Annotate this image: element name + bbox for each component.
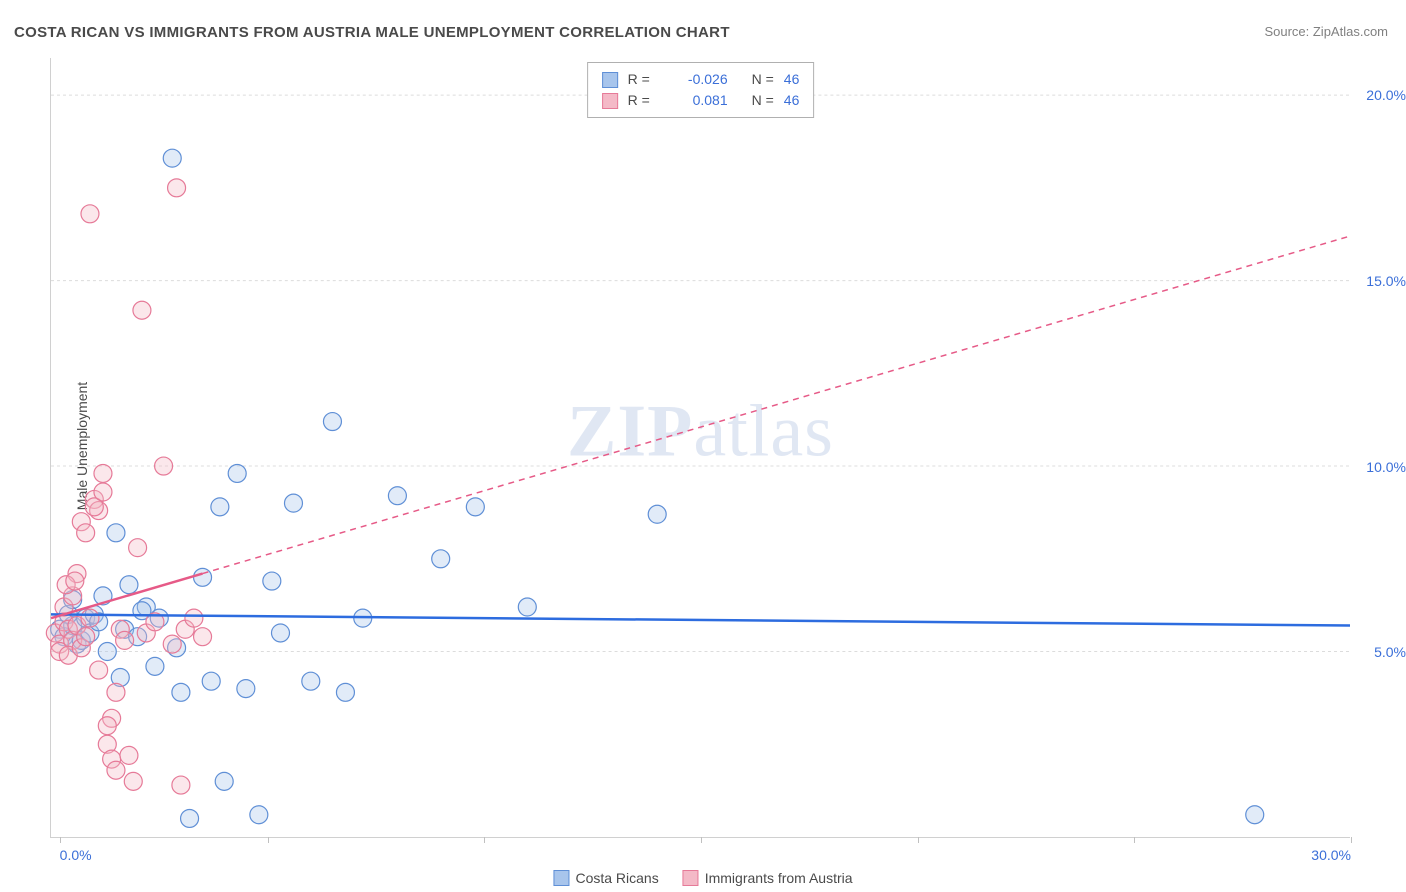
scatter-point [388, 487, 406, 505]
scatter-point [107, 683, 125, 701]
scatter-point [181, 809, 199, 827]
scatter-point [250, 806, 268, 824]
scatter-point [172, 683, 190, 701]
scatter-point [518, 598, 536, 616]
scatter-point [194, 628, 212, 646]
legend-label: Immigrants from Austria [705, 870, 853, 886]
r-label: R = [628, 69, 658, 90]
scatter-point [163, 635, 181, 653]
y-tick-label: 10.0% [1366, 459, 1406, 475]
x-tick-label: 0.0% [60, 847, 92, 863]
scatter-points [46, 149, 1263, 827]
scatter-point [155, 457, 173, 475]
x-tick-label: 30.0% [1311, 847, 1351, 863]
x-tick-mark [918, 837, 919, 843]
scatter-point [323, 413, 341, 431]
scatter-point [81, 205, 99, 223]
chart-title: COSTA RICAN VS IMMIGRANTS FROM AUSTRIA M… [14, 24, 730, 41]
scatter-point [66, 572, 84, 590]
legend-row: R = -0.026 N = 46 [602, 69, 800, 90]
scatter-point [116, 631, 134, 649]
chart-container: COSTA RICAN VS IMMIGRANTS FROM AUSTRIA M… [0, 0, 1406, 892]
r-value: 0.081 [668, 90, 728, 111]
scatter-point [163, 149, 181, 167]
y-tick-label: 15.0% [1366, 273, 1406, 289]
legend-swatch-immigrants [602, 93, 618, 109]
scatter-point [107, 761, 125, 779]
n-value: 46 [784, 90, 800, 111]
r-label: R = [628, 90, 658, 111]
scatter-point [81, 609, 99, 627]
legend-label: Costa Ricans [575, 870, 658, 886]
correlation-legend: R = -0.026 N = 46 R = 0.081 N = 46 [587, 62, 815, 118]
scatter-point [168, 179, 186, 197]
scatter-point [129, 539, 147, 557]
scatter-point [90, 661, 108, 679]
scatter-point [77, 524, 95, 542]
scatter-point [202, 672, 220, 690]
x-tick-mark [484, 837, 485, 843]
n-label: N = [752, 90, 774, 111]
scatter-point [94, 464, 112, 482]
legend-item-costa-ricans: Costa Ricans [553, 870, 658, 886]
source-attribution: Source: ZipAtlas.com [1264, 24, 1388, 39]
scatter-point [284, 494, 302, 512]
legend-item-immigrants: Immigrants from Austria [683, 870, 853, 886]
n-value: 46 [784, 69, 800, 90]
scatter-point [228, 464, 246, 482]
trend-line-dashed [203, 236, 1350, 574]
scatter-point [185, 609, 203, 627]
scatter-point [211, 498, 229, 516]
x-tick-mark [60, 837, 61, 843]
x-tick-mark [1351, 837, 1352, 843]
gridlines [51, 95, 1350, 651]
plot-area: ZIPatlas R = -0.026 N = 46 R = 0.081 N =… [50, 58, 1350, 838]
scatter-point [648, 505, 666, 523]
scatter-point [120, 576, 138, 594]
y-tick-label: 5.0% [1374, 644, 1406, 660]
legend-swatch-immigrants [683, 870, 699, 886]
scatter-point [107, 524, 125, 542]
trend-line-solid [51, 614, 1350, 625]
y-tick-label: 20.0% [1366, 87, 1406, 103]
scatter-point [120, 746, 138, 764]
scatter-point [133, 301, 151, 319]
trend-lines [51, 236, 1350, 626]
r-value: -0.026 [668, 69, 728, 90]
legend-swatch-costa-ricans [553, 870, 569, 886]
scatter-point [237, 680, 255, 698]
scatter-point [302, 672, 320, 690]
scatter-point [432, 550, 450, 568]
x-tick-mark [1134, 837, 1135, 843]
x-tick-mark [268, 837, 269, 843]
scatter-point [146, 657, 164, 675]
scatter-point [194, 568, 212, 586]
scatter-point [172, 776, 190, 794]
scatter-point [466, 498, 484, 516]
scatter-point [98, 643, 116, 661]
scatter-point [94, 483, 112, 501]
scatter-point [124, 772, 142, 790]
series-legend: Costa Ricans Immigrants from Austria [553, 870, 852, 886]
scatter-point [263, 572, 281, 590]
plot-svg [51, 58, 1350, 837]
x-tick-mark [701, 837, 702, 843]
scatter-point [215, 772, 233, 790]
n-label: N = [752, 69, 774, 90]
legend-row: R = 0.081 N = 46 [602, 90, 800, 111]
scatter-point [1246, 806, 1264, 824]
scatter-point [77, 628, 95, 646]
scatter-point [98, 717, 116, 735]
scatter-point [271, 624, 289, 642]
scatter-point [336, 683, 354, 701]
legend-swatch-costa-ricans [602, 72, 618, 88]
